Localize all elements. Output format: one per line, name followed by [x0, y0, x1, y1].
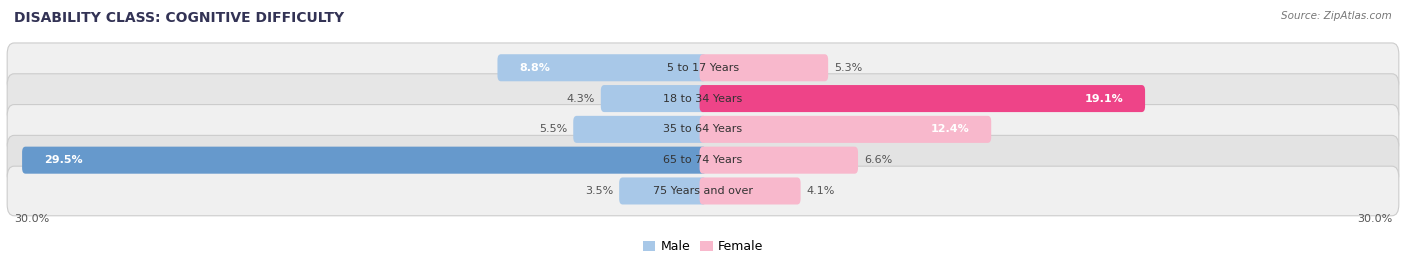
Text: 65 to 74 Years: 65 to 74 Years	[664, 155, 742, 165]
Text: 30.0%: 30.0%	[14, 214, 49, 224]
FancyBboxPatch shape	[7, 104, 1399, 154]
FancyBboxPatch shape	[7, 74, 1399, 123]
FancyBboxPatch shape	[574, 116, 706, 143]
Text: 5 to 17 Years: 5 to 17 Years	[666, 63, 740, 73]
Text: 4.1%: 4.1%	[807, 186, 835, 196]
Text: 19.1%: 19.1%	[1084, 94, 1123, 104]
Text: 12.4%: 12.4%	[931, 124, 969, 134]
Text: 6.6%: 6.6%	[863, 155, 891, 165]
FancyBboxPatch shape	[619, 177, 706, 204]
Text: 5.5%: 5.5%	[540, 124, 568, 134]
FancyBboxPatch shape	[7, 43, 1399, 93]
Text: Source: ZipAtlas.com: Source: ZipAtlas.com	[1281, 11, 1392, 21]
Legend: Male, Female: Male, Female	[643, 240, 763, 253]
Text: 3.5%: 3.5%	[585, 186, 613, 196]
FancyBboxPatch shape	[7, 166, 1399, 216]
Text: DISABILITY CLASS: COGNITIVE DIFFICULTY: DISABILITY CLASS: COGNITIVE DIFFICULTY	[14, 11, 344, 25]
FancyBboxPatch shape	[7, 135, 1399, 185]
FancyBboxPatch shape	[600, 85, 706, 112]
Text: 8.8%: 8.8%	[519, 63, 550, 73]
Text: 18 to 34 Years: 18 to 34 Years	[664, 94, 742, 104]
FancyBboxPatch shape	[498, 54, 706, 81]
Text: 5.3%: 5.3%	[834, 63, 862, 73]
FancyBboxPatch shape	[700, 85, 1144, 112]
FancyBboxPatch shape	[700, 147, 858, 174]
Text: 29.5%: 29.5%	[44, 155, 83, 165]
Text: 30.0%: 30.0%	[1357, 214, 1392, 224]
FancyBboxPatch shape	[700, 54, 828, 81]
FancyBboxPatch shape	[700, 116, 991, 143]
Text: 75 Years and over: 75 Years and over	[652, 186, 754, 196]
FancyBboxPatch shape	[700, 177, 800, 204]
FancyBboxPatch shape	[22, 147, 706, 174]
Text: 35 to 64 Years: 35 to 64 Years	[664, 124, 742, 134]
Text: 4.3%: 4.3%	[567, 94, 595, 104]
